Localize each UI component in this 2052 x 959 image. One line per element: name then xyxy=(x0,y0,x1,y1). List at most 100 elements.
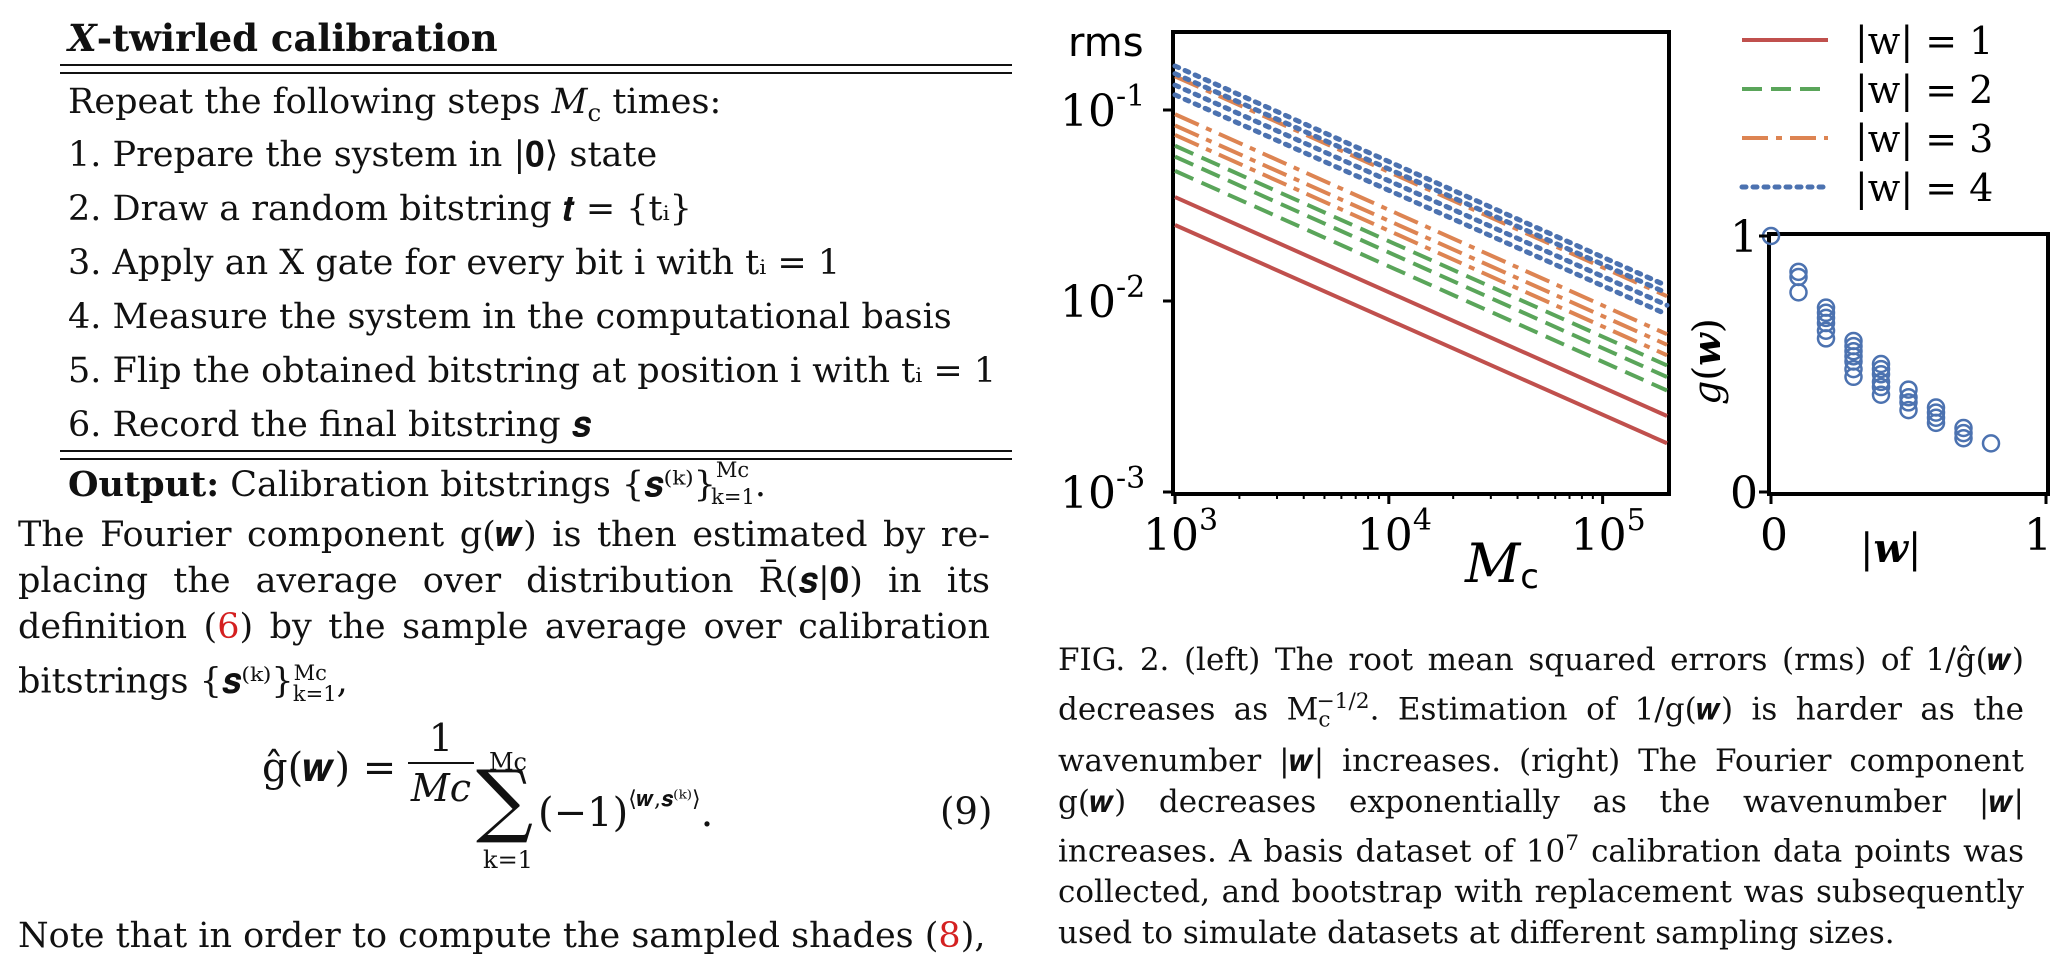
rms-series-line xyxy=(1174,223,1668,446)
g-x-axis-label: |w| xyxy=(1860,525,1921,572)
rms-series-line xyxy=(1174,154,1668,379)
rms-x-axis-label: Mc xyxy=(1464,532,1539,597)
algorithm-output: Output: Calibration bitstrings {𝒔⁽ᵏ⁾}Mck… xyxy=(68,458,766,509)
x-tick-label: 105 xyxy=(1571,503,1646,561)
step-number: 1. xyxy=(68,135,113,175)
equation-reference-6[interactable]: 6 xyxy=(217,607,240,647)
g-scatter-point xyxy=(1926,403,1946,422)
g-scatter-point xyxy=(1899,400,1918,420)
rms-series-line xyxy=(1172,71,1670,296)
g-plot-frame xyxy=(1767,232,2050,496)
g-scatter-point xyxy=(1954,423,1973,443)
g-scatter-point xyxy=(1844,359,1863,379)
rms-y-axis-label: rms xyxy=(1068,20,1144,66)
legend-label: |w| = 3 xyxy=(1855,117,1993,161)
step-text: Measure the system in the computational … xyxy=(112,297,952,337)
g-scatter-points xyxy=(1761,226,2001,453)
g-x-tick-label: 10 xyxy=(2024,510,2052,561)
algorithm-step: 1. Prepare the system in |𝟎⟩ state xyxy=(68,135,657,175)
g-scatter-point xyxy=(1871,359,1891,379)
g-scatter-point xyxy=(1981,434,2001,453)
step-text: Flip the obtained bitstring at position … xyxy=(112,351,997,391)
rms-series-line xyxy=(1174,74,1668,298)
rms-series-line xyxy=(1172,92,1670,317)
rms-series-line xyxy=(1172,82,1670,308)
algorithm-bottom-rule-2 xyxy=(60,458,1012,460)
equation-denominator: Mc xyxy=(410,766,472,810)
fraction-bar xyxy=(408,762,474,764)
g-scatter-point xyxy=(1926,408,1946,428)
g-scatter-point xyxy=(1899,380,1918,399)
equation-reference-8[interactable]: 8 xyxy=(938,916,961,956)
g-scatter-point xyxy=(1899,393,1918,412)
sum-upper-limit: Mc xyxy=(488,748,527,776)
y-tick-label: 10-3 xyxy=(1060,461,1145,519)
g-scatter-point xyxy=(1899,388,1918,407)
g-scatter-point xyxy=(1871,364,1891,384)
g-scatter-point xyxy=(1954,418,1973,438)
g-x-tick-label: 0 xyxy=(1760,510,1788,561)
g-scatter-point xyxy=(1954,428,1973,448)
step-number: 5. xyxy=(68,351,113,391)
legend-label: |w| = 1 xyxy=(1855,19,1993,63)
rms-series-line xyxy=(1174,123,1668,347)
g-axis-ticks: 01010 xyxy=(1730,212,2052,561)
rms-series-line xyxy=(1174,195,1668,418)
g-scatter-point xyxy=(1844,367,1863,387)
algorithm-bottom-rule xyxy=(60,450,1012,452)
g-scatter-point xyxy=(1926,413,1946,433)
y-tick-label: 10-2 xyxy=(1060,270,1145,328)
g-scatter-point xyxy=(1816,321,1836,340)
x-tick-label: 103 xyxy=(1143,503,1218,561)
rms-axis-ticks: 103 104 105 10-1 10-2 10-3 xyxy=(1060,79,1646,561)
equation-term: (−1)⟨𝒘,𝒔⁽ᵏ⁾⟩. xyxy=(538,786,714,836)
rms-series-line xyxy=(1172,63,1670,289)
rms-series-line xyxy=(1174,169,1668,393)
g-scatter-point xyxy=(1789,283,1808,302)
g-y-axis-label: g(w) xyxy=(1684,318,1729,405)
paragraph-fourier: The Fourier component g(𝒘) is then estim… xyxy=(18,515,990,706)
algorithm-step: 4. Measure the system in the computation… xyxy=(68,297,952,337)
g-scatter-point xyxy=(1844,341,1863,361)
algorithm-top-rule-2 xyxy=(60,72,1012,74)
step-number: 2. xyxy=(68,189,113,229)
rms-series-line xyxy=(1174,133,1668,358)
equation-number: (9) xyxy=(940,790,993,833)
paragraph-note: Note that in order to compute the sample… xyxy=(18,916,986,956)
algorithm-step: 3. Apply an X gate for every bit i with … xyxy=(68,243,840,283)
step-text: Draw a random bitstring 𝒕 = {tᵢ} xyxy=(112,189,692,229)
g-scatter-point xyxy=(1871,372,1891,392)
g-scatter-point xyxy=(1816,303,1836,323)
equation-numerator: 1 xyxy=(428,716,454,760)
figure-caption: FIG. 2. (left) The root mean squared err… xyxy=(1058,642,2025,951)
algorithm-step: 5. Flip the obtained bitstring at positi… xyxy=(68,351,996,391)
g-scatter-point xyxy=(1789,262,1808,282)
legend-label: |w| = 4 xyxy=(1855,166,1993,210)
equation-9: ĝ(𝒘) = xyxy=(262,745,397,791)
sum-lower-limit: k=1 xyxy=(483,846,533,874)
legend: |w| = 1 |w| = 2 |w| = 3 |w| = 4 xyxy=(1739,19,1993,210)
g-y-tick-label: 1 xyxy=(1730,212,1758,263)
g-scatter-point xyxy=(1871,354,1891,374)
step-number: 3. xyxy=(68,243,113,283)
step-text: Prepare the system in |𝟎⟩ state xyxy=(112,135,658,175)
algorithm-step: 2. Draw a random bitstring 𝒕 = {tᵢ} xyxy=(68,189,692,229)
step-number: 4. xyxy=(68,297,113,337)
g-y-tick-label: 0 xyxy=(1730,468,1758,519)
algorithm-title: X-twirled calibration xyxy=(68,16,498,60)
sum-symbol: ∑ xyxy=(476,753,534,846)
algorithm-top-rule xyxy=(60,64,1012,66)
rms-series-line xyxy=(1174,143,1668,368)
rms-plot-frame xyxy=(1171,30,1671,496)
step-text: Apply an X gate for every bit i with tᵢ … xyxy=(112,243,841,283)
rms-series-lines xyxy=(1172,63,1670,446)
x-tick-label: 104 xyxy=(1357,503,1432,561)
step-text: Record the final bitstring 𝒔 xyxy=(112,405,592,445)
g-scatter-point xyxy=(1816,329,1836,348)
legend-label: |w| = 2 xyxy=(1855,68,1993,112)
step-number: 6. xyxy=(68,405,113,445)
rms-series-line xyxy=(1174,112,1668,337)
y-tick-label: 10-1 xyxy=(1060,79,1145,137)
equation-fraction: 1 Mc xyxy=(408,716,474,810)
